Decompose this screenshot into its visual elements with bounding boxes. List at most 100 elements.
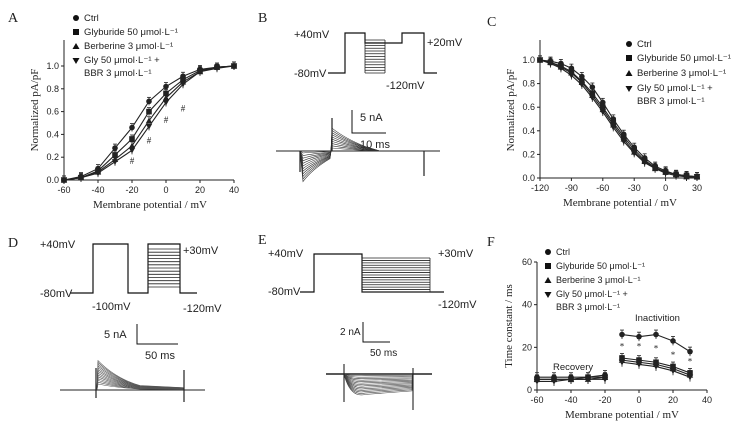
scalebar-b: [351, 110, 386, 134]
y-tick-label: 0: [527, 385, 532, 395]
panel-letter-a: A: [8, 11, 19, 26]
protocol-d-label-pre: +40mV: [40, 239, 76, 251]
chart-a-legend: Ctrl Glyburide 50 μmol·L⁻¹ Berberine 3 μ…: [72, 13, 178, 79]
y-tick-label: 0.2: [522, 149, 535, 159]
data-point: [550, 378, 558, 385]
y-tick-label: 20: [522, 342, 532, 352]
series-line: [539, 59, 697, 178]
y-tick-label: 0.4: [522, 126, 535, 136]
chart-f-legend: Ctrl Glyburide 50 μmol·L⁻¹ Berberine 3 μ…: [544, 247, 645, 312]
data-point: [77, 175, 85, 181]
panel-letter-f: F: [487, 235, 495, 250]
protocol-b-label-pre: +40mV: [294, 29, 330, 41]
legend-f-label-gly-bbr-2: BBR 3 μmol·L⁻¹: [556, 302, 620, 312]
data-point: [129, 136, 135, 142]
data-point: [196, 69, 204, 75]
protocol-b-label-hold: -80mV: [294, 68, 327, 80]
legend-a-label-glyburide: Glyburide 50 μmol·L⁻¹: [84, 27, 178, 38]
data-point: [652, 363, 660, 370]
x-tick-label: -90: [565, 183, 578, 193]
legend-f-marker-ctrl: [545, 249, 551, 255]
panel-letter-c: C: [487, 15, 496, 30]
significance-mark: #: [130, 156, 135, 166]
y-tick-label: 40: [522, 300, 532, 310]
panel-b-current-traces: [276, 118, 440, 183]
y-tick-label: 0.4: [46, 129, 59, 139]
protocol-b-steps: [364, 39, 386, 74]
x-tick-label: -60: [57, 185, 70, 195]
legend-c-label-ctrl: Ctrl: [637, 39, 652, 50]
legend-c-label-glyburide: Glyburide 50 μmol·L⁻¹: [637, 53, 731, 64]
y-tick-label: 0.8: [522, 79, 535, 89]
data-point: [578, 82, 586, 88]
legend-f-marker-glyburide: [545, 263, 551, 269]
x-tick-label: -20: [598, 395, 611, 405]
chart-a: -60 -40 -20 0 20 40 0.0 0.2 0.4 0.6 0.8 1.0 # # # # Mem…: [29, 40, 239, 211]
legend-c-label-gly-bbr-1: Gly 50 μmol·L⁻¹ +: [637, 83, 713, 94]
chart-c-ylabel: Normalized pA/pF: [505, 69, 517, 152]
protocol-e-label-end: -120mV: [438, 299, 477, 311]
current-trace: [343, 373, 414, 377]
data-point: [693, 174, 701, 181]
legend-a-label-gly-bbr-1: Gly 50 μmol·L⁻¹ +: [84, 55, 160, 66]
legend-c-label-gly-bbr-2: BBR 3 μmol·L⁻¹: [637, 96, 705, 107]
chart-c-legend: Ctrl Glyburide 50 μmol·L⁻¹ Berberine 3 μ…: [625, 39, 731, 107]
data-point: [635, 361, 643, 368]
data-point: [672, 173, 680, 179]
data-point: [601, 376, 609, 383]
data-point: [619, 331, 625, 338]
x-tick-label: -40: [91, 185, 104, 195]
panel-e-protocol: +40mV -80mV +30mV -120mV: [268, 248, 477, 311]
scalebar-e-time: 50 ms: [370, 348, 397, 359]
chart-a-xlabel: Membrane potential / mV: [93, 199, 207, 211]
x-tick-label: 40: [229, 185, 239, 195]
data-point: [163, 90, 169, 97]
scalebar-e-current: 2 nA: [340, 327, 361, 338]
data-point: [662, 170, 669, 177]
protocol-d-waveform: [70, 243, 197, 294]
scalebar-d: [136, 324, 178, 345]
data-point: [112, 145, 118, 151]
panel-b-protocol: +40mV -80mV +20mV -120mV: [294, 29, 463, 92]
protocol-d-label-end: -120mV: [183, 303, 222, 315]
protocol-d-label-gap: -100mV: [92, 301, 131, 313]
significance-mark: #: [181, 104, 186, 114]
data-point: [111, 159, 119, 165]
protocol-e-waveform: [300, 253, 444, 293]
data-point: [641, 160, 648, 166]
data-point: [94, 170, 102, 177]
legend-f-label-gly-bbr-1: Gly 50 μmol·L⁻¹ +: [556, 289, 628, 299]
protocol-d-label-hold: -80mV: [40, 288, 73, 300]
significance-mark: #: [164, 115, 169, 125]
x-tick-label: 40: [702, 395, 712, 405]
data-point: [536, 57, 544, 64]
data-point: [687, 348, 693, 355]
data-point: [618, 359, 626, 366]
data-point: [162, 94, 170, 101]
data-point: [568, 72, 575, 79]
protocol-e-steps: [361, 257, 431, 293]
legend-a-marker-glyburide: [73, 29, 79, 35]
data-point: [547, 60, 554, 67]
data-point: [567, 376, 575, 383]
legend-f-label-ctrl: Ctrl: [556, 247, 570, 257]
current-trace: [343, 373, 414, 378]
protocol-e-label-pre: +40mV: [268, 248, 304, 260]
data-point: [669, 368, 677, 374]
current-trace: [343, 373, 414, 396]
x-tick-label: 20: [195, 185, 205, 195]
y-tick-label: 0.8: [46, 84, 59, 94]
legend-c-marker-ctrl: [626, 41, 632, 47]
significance-mark: *: [654, 344, 659, 354]
data-point: [620, 138, 627, 145]
legend-c-marker-glyburide: [626, 55, 632, 61]
legend-a-marker-berberine: [72, 43, 80, 49]
legend-a-marker-ctrl: [73, 15, 79, 21]
y-tick-label: 60: [522, 257, 532, 267]
y-tick-label: 0.6: [46, 107, 59, 117]
x-tick-label: -30: [628, 183, 641, 193]
data-point: [589, 95, 596, 101]
significance-mark: *: [671, 350, 676, 360]
protocol-d-label-test: +30mV: [183, 245, 219, 257]
